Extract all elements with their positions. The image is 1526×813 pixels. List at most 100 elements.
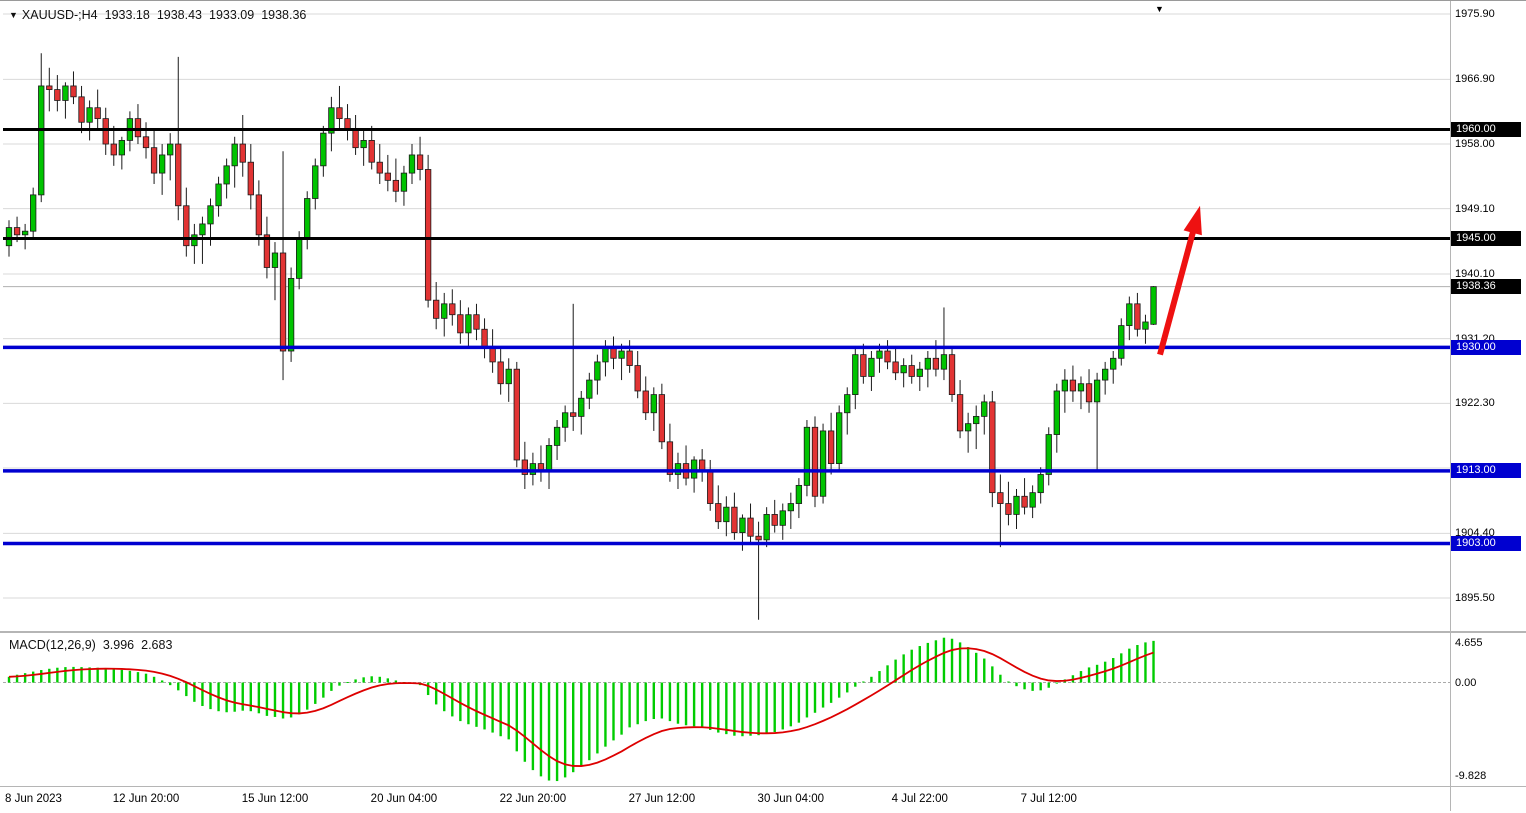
chart-shift-marker-icon[interactable]: ▼	[1155, 4, 1164, 14]
macd-histogram-bar	[886, 665, 889, 683]
candle-body	[1005, 503, 1012, 515]
candle-body	[852, 354, 859, 396]
candle-body	[940, 354, 948, 370]
candle-body	[247, 161, 254, 196]
price-axis[interactable]: 1975.90 1966.90 1958.00 1949.10 1940.10 1931.…	[1451, 3, 1526, 631]
macd-signal-value: 2.683	[141, 638, 173, 652]
candle-body	[908, 365, 915, 377]
macd-canvas[interactable]	[3, 634, 1450, 785]
macd-histogram-bar	[604, 682, 607, 747]
macd-histogram-bar	[273, 682, 277, 717]
macd-histogram-bar	[31, 671, 35, 683]
candle-body	[360, 140, 367, 149]
macd-histogram-bar	[580, 682, 583, 767]
time-axis[interactable]: 8 Jun 2023 12 Jun 20:00 15 Jun 12:00 20 Jun…	[3, 789, 1450, 811]
candle-body	[578, 397, 585, 417]
macd-histogram-bar	[644, 682, 647, 722]
macd-histogram-bar	[991, 666, 994, 683]
macd-histogram-bar	[112, 668, 115, 683]
macd-histogram-bar	[805, 682, 809, 718]
macd-label: MACD(12,26,9)	[9, 638, 96, 652]
candle-body	[989, 401, 996, 494]
macd-histogram-bar	[370, 676, 373, 683]
candle-body	[876, 350, 883, 359]
macd-histogram-bar	[322, 682, 325, 698]
macd-histogram-bar	[249, 682, 252, 712]
candle-body	[263, 234, 271, 268]
macd-histogram-bar	[813, 682, 817, 713]
candle-body	[497, 361, 504, 385]
time-axis-label: 8 Jun 2023	[5, 793, 62, 805]
macd-histogram-bar	[88, 667, 91, 683]
macd-histogram-bar	[999, 674, 1002, 683]
macd-histogram-bar	[1039, 682, 1042, 691]
macd-histogram-bar	[314, 682, 317, 704]
macd-histogram-bar	[749, 682, 752, 736]
candle-body	[13, 227, 21, 236]
candle-body	[320, 132, 327, 167]
macd-axis-label: -9.828	[1455, 770, 1487, 782]
trend-arrow-shaft[interactable]	[1157, 228, 1197, 356]
macd-histogram-bar	[346, 682, 349, 684]
macd-histogram-bar	[563, 682, 567, 778]
price-chart-panel[interactable]: ▼ XAUUSD-;H4 1933.18 1938.43 1933.09 1938.36 …	[3, 3, 1450, 631]
trend-arrow-head[interactable]	[1183, 205, 1202, 236]
macd-histogram-bar	[660, 682, 664, 719]
macd-histogram-bar	[773, 682, 776, 733]
macd-histogram-bar	[878, 671, 881, 683]
time-axis-label: 4 Jul 22:00	[891, 793, 948, 805]
macd-histogram-bar	[120, 669, 124, 683]
candle-body	[529, 463, 537, 475]
candle-body	[376, 161, 383, 174]
macd-histogram-bar	[499, 682, 502, 737]
candle-body	[239, 143, 246, 163]
candle-body	[352, 129, 359, 149]
macd-histogram-bar	[894, 659, 897, 683]
macd-histogram-bar	[757, 682, 760, 736]
candle-body	[449, 303, 456, 316]
candle-body	[1142, 321, 1149, 330]
candle-body	[400, 172, 408, 192]
candle-body	[62, 85, 69, 101]
price-level-badge: 1945.00	[1451, 230, 1521, 246]
candle-body	[1013, 495, 1020, 515]
macd-axis[interactable]: 4.655 0.00 -9.828	[1451, 634, 1526, 785]
candle-body	[336, 107, 343, 120]
macd-histogram-bar	[692, 682, 696, 727]
axis-separator	[1450, 1, 1451, 811]
panel-separator[interactable]	[0, 631, 1526, 633]
candle-body	[183, 205, 190, 247]
symbol-marker-icon: ▼	[9, 10, 18, 20]
candle-body	[30, 194, 37, 232]
candle-body	[328, 107, 335, 134]
macd-histogram-bar	[152, 676, 156, 683]
macd-histogram-bar	[72, 666, 75, 683]
macd-histogram-bar	[531, 682, 535, 771]
candle-body	[1118, 325, 1125, 359]
macd-histogram-bar	[547, 682, 551, 781]
macd-histogram-bar	[185, 682, 188, 697]
candle-body	[175, 143, 182, 207]
candle-body	[795, 484, 803, 504]
macd-histogram-bar	[434, 682, 438, 705]
macd-histogram-bar	[128, 670, 132, 683]
chart-title: XAUUSD-;H4	[21, 8, 98, 22]
candle-body	[296, 238, 303, 279]
candle-body	[836, 412, 843, 464]
macd-histogram-bar	[1031, 682, 1034, 691]
candle-body	[956, 394, 964, 432]
candle-body	[142, 136, 150, 149]
candle-body	[948, 354, 956, 396]
candle-body	[892, 361, 899, 374]
candlestick-canvas[interactable]	[3, 3, 1450, 631]
candle-body	[981, 401, 988, 417]
macd-histogram-bar	[1144, 642, 1147, 683]
candle-body	[707, 470, 714, 504]
candle-body	[844, 394, 851, 414]
candle-body	[513, 368, 520, 461]
macd-histogram-bar	[1152, 640, 1155, 683]
macd-panel[interactable]: MACD(12,26,9) 3.996 2.683	[3, 634, 1450, 785]
candle-body	[787, 503, 794, 512]
candle-body	[803, 426, 811, 486]
macd-info-line: MACD(12,26,9) 3.996 2.683	[9, 638, 179, 652]
